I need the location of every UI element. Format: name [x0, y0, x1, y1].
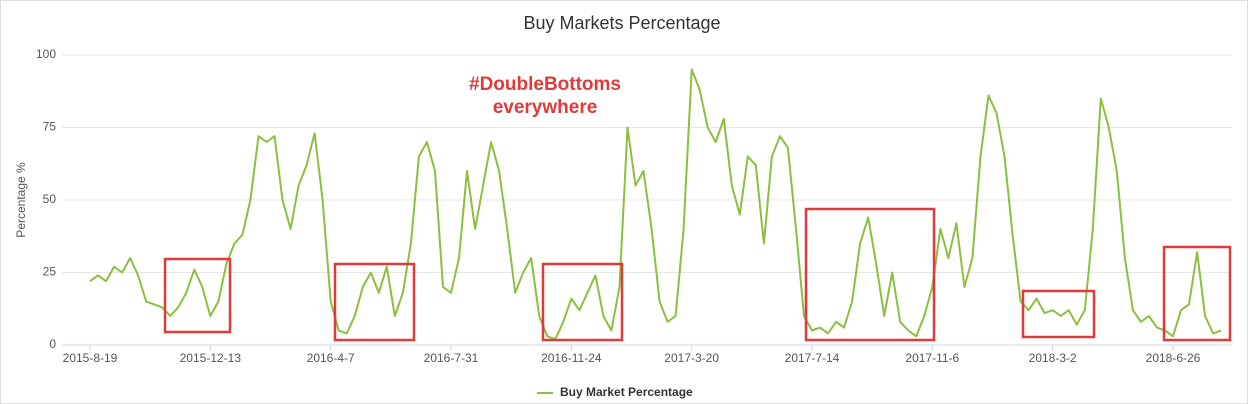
- x-tick-label: 2015-8-19: [63, 351, 118, 365]
- box: [541, 262, 624, 342]
- x-tick-label: 2017-3-20: [664, 351, 719, 365]
- x-tick-label: 2016-4-7: [307, 351, 355, 365]
- y-tick-label: 75: [43, 120, 57, 134]
- highlight-boxes: [163, 207, 1232, 342]
- box: [163, 257, 232, 334]
- x-tick-label: 2016-7-31: [424, 351, 479, 365]
- box: [333, 262, 416, 342]
- annotation: #DoubleBottoms: [469, 74, 621, 95]
- x-tick-label: 2016-11-24: [541, 351, 602, 365]
- x-tick-label: 2017-11-6: [905, 351, 959, 365]
- chart-title: Buy Markets Percentage: [523, 13, 720, 33]
- y-axis-label: Percentage %: [14, 162, 28, 238]
- annotation: everywhere: [493, 97, 598, 118]
- box: [1162, 245, 1232, 342]
- y-tick-label: 100: [36, 47, 56, 61]
- x-tick-label: 2015-12-13: [180, 351, 242, 365]
- box: [1021, 289, 1096, 339]
- y-tick-label: 25: [43, 265, 57, 279]
- line-series: [89, 68, 1222, 341]
- legend-label: Buy Market Percentage: [560, 385, 693, 399]
- x-tick-label: 2017-7-14: [785, 351, 840, 365]
- y-tick-label: 50: [43, 192, 57, 206]
- y-tick-label: 0: [49, 337, 56, 351]
- box: [804, 207, 936, 342]
- x-tick-label: 2018-6-26: [1146, 351, 1201, 365]
- x-tick-label: 2018-3-2: [1029, 351, 1077, 365]
